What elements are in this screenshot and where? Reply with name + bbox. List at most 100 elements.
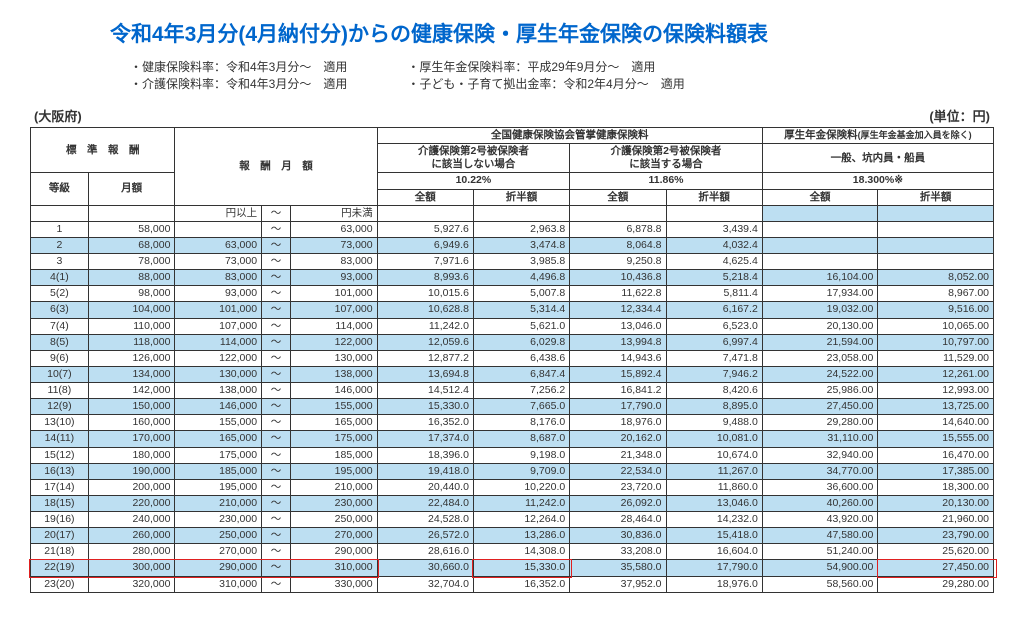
table-row: 8(5)118,000114,000～122,00012,059.66,029.… xyxy=(31,334,994,350)
cell: 8,064.8 xyxy=(570,237,666,253)
cell: 6,167.2 xyxy=(666,302,762,318)
cell: 6,438.6 xyxy=(473,350,569,366)
cell: 2 xyxy=(31,237,89,253)
cell: 32,940.00 xyxy=(762,447,878,463)
cell: ～ xyxy=(262,463,291,479)
cell: 8(5) xyxy=(31,334,89,350)
cell: 250,000 xyxy=(175,528,262,544)
cell: 20,162.0 xyxy=(570,431,666,447)
cell: 73,000 xyxy=(290,237,377,253)
h-half-3: 折半額 xyxy=(878,189,994,205)
cell: ～ xyxy=(262,366,291,382)
cell: 195,000 xyxy=(175,479,262,495)
h-half-2: 折半額 xyxy=(666,189,762,205)
cell: 93,000 xyxy=(290,270,377,286)
cell: 11,242.0 xyxy=(377,318,473,334)
cell: 104,000 xyxy=(88,302,175,318)
cell: 134,000 xyxy=(88,366,175,382)
cell: 6,523.0 xyxy=(666,318,762,334)
cell: 185,000 xyxy=(175,463,262,479)
cell: 10,065.00 xyxy=(878,318,994,334)
cell: 1 xyxy=(31,221,89,237)
cell: 33,208.0 xyxy=(570,544,666,560)
cell: 155,000 xyxy=(290,399,377,415)
cell: 5,007.8 xyxy=(473,286,569,302)
cell: ～ xyxy=(262,479,291,495)
cell: 138,000 xyxy=(175,383,262,399)
cell: 58,560.00 xyxy=(762,576,878,592)
cell: ～ xyxy=(262,528,291,544)
table-body: 158,000～63,0005,927.62,963.86,878.83,439… xyxy=(31,221,994,592)
h-care: 介護保険第2号被保険者 に該当する場合 xyxy=(570,144,763,173)
cell: 12,059.6 xyxy=(377,334,473,350)
cell: 28,616.0 xyxy=(377,544,473,560)
h-full-1: 全額 xyxy=(377,189,473,205)
h-b5 xyxy=(762,205,878,221)
cell: 18,976.0 xyxy=(570,415,666,431)
cell: 19,032.00 xyxy=(762,302,878,318)
cell: 12,877.2 xyxy=(377,350,473,366)
cell: 7,971.6 xyxy=(377,254,473,270)
cell: 21(18) xyxy=(31,544,89,560)
cell: 54,900.00 xyxy=(762,560,878,576)
cell: 17,385.00 xyxy=(878,463,994,479)
cell: 68,000 xyxy=(88,237,175,253)
table-wrap: 標 準 報 酬 報 酬 月 額 全国健康保険協会管掌健康保険料 厚生年金保険料(… xyxy=(30,127,994,593)
h-nocare: 介護保険第2号被保険者 に該当しない場合 xyxy=(377,144,570,173)
cell: 16,604.0 xyxy=(666,544,762,560)
cell: ～ xyxy=(262,415,291,431)
cell: 16,352.0 xyxy=(473,576,569,592)
cell: ～ xyxy=(262,447,291,463)
cell: ～ xyxy=(262,302,291,318)
cell: 16(13) xyxy=(31,463,89,479)
unit-label: (単位：円) xyxy=(929,106,990,125)
cell: 31,110.00 xyxy=(762,431,878,447)
cell: 175,000 xyxy=(175,447,262,463)
table-row: 158,000～63,0005,927.62,963.86,878.83,439… xyxy=(31,221,994,237)
cell: 9,709.0 xyxy=(473,463,569,479)
h-b3 xyxy=(570,205,666,221)
cell: 22,534.0 xyxy=(570,463,666,479)
cell: ～ xyxy=(262,383,291,399)
cell: ～ xyxy=(262,270,291,286)
cell: 310,000 xyxy=(290,560,377,576)
table-row: 268,00063,000～73,0006,949.63,474.88,064.… xyxy=(31,237,994,253)
cell: 7,471.8 xyxy=(666,350,762,366)
cell: 130,000 xyxy=(175,366,262,382)
cell: 170,000 xyxy=(88,431,175,447)
cell: 17,934.00 xyxy=(762,286,878,302)
cell: 107,000 xyxy=(175,318,262,334)
cell: 3,985.8 xyxy=(473,254,569,270)
premium-table: 標 準 報 酬 報 酬 月 額 全国健康保険協会管掌健康保険料 厚生年金保険料(… xyxy=(30,127,994,593)
cell: 24,528.0 xyxy=(377,512,473,528)
cell: 155,000 xyxy=(175,415,262,431)
note-right2: ・子ども・子育て拠出金率：令和2年4月分～ 適用 xyxy=(407,75,684,92)
page-title: 令和4年3月分(4月納付分)からの健康保険・厚生年金保険の保険料額表 xyxy=(30,18,994,48)
cell: 8,993.6 xyxy=(377,270,473,286)
cell: 40,260.00 xyxy=(762,495,878,511)
cell: 6,029.8 xyxy=(473,334,569,350)
cell: 6,949.6 xyxy=(377,237,473,253)
cell: 13(10) xyxy=(31,415,89,431)
cell xyxy=(878,237,994,253)
cell: 36,600.00 xyxy=(762,479,878,495)
cell: ～ xyxy=(262,237,291,253)
cell: 9,488.0 xyxy=(666,415,762,431)
h-b1 xyxy=(377,205,473,221)
cell: 19,418.0 xyxy=(377,463,473,479)
cell: 34,770.00 xyxy=(762,463,878,479)
h-rate-pension: 18.300%※ xyxy=(762,173,993,189)
cell: 4,625.4 xyxy=(666,254,762,270)
cell: 190,000 xyxy=(88,463,175,479)
cell: 18(15) xyxy=(31,495,89,511)
h-tilde: ～ xyxy=(262,205,291,221)
cell: 21,960.00 xyxy=(878,512,994,528)
cell: 22,484.0 xyxy=(377,495,473,511)
cell: 110,000 xyxy=(88,318,175,334)
cell: 15(12) xyxy=(31,447,89,463)
cell: 122,000 xyxy=(290,334,377,350)
cell: ～ xyxy=(262,399,291,415)
cell: 13,046.0 xyxy=(666,495,762,511)
note-right1: ・厚生年金保険料率：平成29年9月分～ 適用 xyxy=(407,58,684,75)
table-row: 18(15)220,000210,000～230,00022,484.011,2… xyxy=(31,495,994,511)
